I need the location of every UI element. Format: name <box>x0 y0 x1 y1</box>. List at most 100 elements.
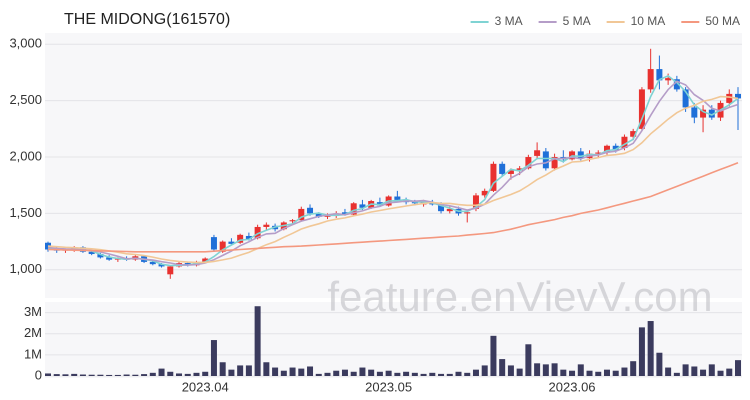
candle-body <box>525 157 532 169</box>
candle-body <box>507 170 514 174</box>
volume-bar <box>45 373 51 376</box>
volume-bar <box>446 373 453 376</box>
volume-bar <box>341 369 348 376</box>
volume-bar <box>88 374 95 376</box>
chart-title: THE MIDONG(161570) <box>64 11 230 28</box>
volume-bar <box>656 352 663 376</box>
volume-bar <box>481 365 488 376</box>
volume-bar <box>638 327 645 376</box>
candle-body <box>341 212 348 215</box>
y-tick-label: 3,000 <box>9 36 42 51</box>
candle-body <box>88 251 95 255</box>
candle-body <box>464 212 471 214</box>
x-tick-label: 2023.04 <box>182 379 229 394</box>
grid-layer <box>45 43 742 377</box>
volume-bar <box>525 344 532 376</box>
volume-bar <box>403 371 410 376</box>
candle-body <box>735 93 741 99</box>
volume-bar <box>682 364 689 376</box>
candle-body <box>551 157 558 169</box>
candle-body <box>298 208 305 221</box>
candle-body <box>700 109 707 118</box>
volume-panel <box>45 302 742 378</box>
volume-bar <box>569 370 576 376</box>
y-tick-label: 3M <box>24 304 42 319</box>
volume-bar <box>254 306 261 376</box>
candle-body <box>673 79 680 90</box>
volume-bar <box>167 371 174 376</box>
volume-bar <box>202 371 209 376</box>
y-tick-label: 1,500 <box>9 205 42 220</box>
volume-bar <box>132 374 139 376</box>
volume-bar <box>630 361 637 376</box>
volume-bar <box>603 369 610 376</box>
volume-bar <box>350 371 357 376</box>
volume-bar <box>726 368 733 376</box>
volume-bar <box>420 373 427 376</box>
legend-label: 5 MA <box>563 14 591 28</box>
ma-line <box>47 161 739 253</box>
volume-bar <box>228 369 235 376</box>
y-tick-label: 1,000 <box>9 261 42 276</box>
volume-bar <box>280 370 287 376</box>
volume-bar <box>647 321 654 376</box>
candle-body <box>438 204 445 212</box>
volume-bar <box>141 374 148 376</box>
candle-body <box>534 150 541 156</box>
volume-bar <box>114 374 121 376</box>
volume-bar <box>149 372 156 376</box>
x-tick-label: 2023.05 <box>365 379 412 394</box>
volume-bar <box>315 373 322 376</box>
price-panel <box>45 33 742 298</box>
volume-bar <box>507 365 514 376</box>
watermark: feature.enVievV.com <box>327 273 712 320</box>
volume-bar <box>385 370 392 376</box>
candle-body <box>708 109 715 118</box>
volume-bar <box>71 373 78 376</box>
volume-bar <box>534 363 541 376</box>
candle-body <box>158 264 165 267</box>
volume-bar <box>708 364 715 376</box>
candle-body <box>411 202 418 204</box>
candle-body <box>167 266 174 275</box>
volume-bar <box>673 372 680 376</box>
volume-bar <box>595 371 602 376</box>
legend-label: 10 MA <box>631 14 666 28</box>
candle-body <box>315 213 322 217</box>
legend-label: 50 MA <box>705 14 740 28</box>
candle-body <box>359 204 366 208</box>
volume-bar <box>586 370 593 376</box>
candle-body <box>97 254 104 258</box>
volume-bar <box>158 368 165 376</box>
volume-bar <box>612 370 619 376</box>
volume-bar <box>429 372 436 376</box>
volume-bar <box>464 372 471 376</box>
candle-body <box>691 107 698 118</box>
volume-bar <box>700 369 707 376</box>
volume-bar <box>307 366 314 376</box>
volume-bar <box>394 372 401 376</box>
volume-bar <box>324 372 331 376</box>
volume-bar <box>97 374 104 376</box>
candle-body <box>254 226 261 239</box>
candle-body <box>656 69 663 81</box>
candle-body <box>647 69 654 90</box>
candle-body <box>682 89 689 108</box>
volume-bar <box>490 335 497 376</box>
volume-bar <box>438 373 445 376</box>
volume-bar <box>455 371 462 376</box>
volume-bar <box>735 360 741 376</box>
volume-bar <box>411 372 418 376</box>
candle-body <box>350 203 357 215</box>
volume-bar <box>193 372 200 376</box>
volume-bar <box>359 367 366 376</box>
candle-body <box>237 234 244 243</box>
volume-bar <box>333 370 340 376</box>
candle-body <box>499 163 506 174</box>
volume-bar <box>516 368 523 376</box>
y-tick-label: 2M <box>24 325 42 340</box>
volume-bar <box>79 374 86 376</box>
candle-body <box>638 89 645 129</box>
candle-body <box>577 151 584 159</box>
candle-body <box>394 196 401 200</box>
